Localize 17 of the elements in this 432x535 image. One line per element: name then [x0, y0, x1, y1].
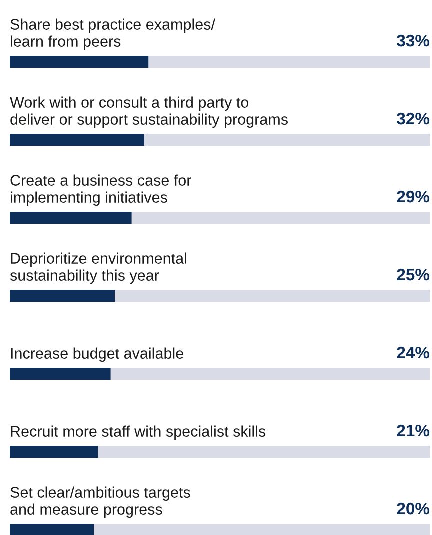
y-tick-label: Deprioritize environmental sustainability this year	[10, 252, 186, 284]
data-label: 25%	[397, 268, 430, 281]
y-tick-label: Increase budget available	[11, 348, 184, 362]
bar	[10, 524, 94, 535]
y-tick-label: Recruit more staff with specialist skills	[11, 426, 266, 440]
y-tick-label: Work with or consult a third party to deliver or support sustainability programs	[10, 96, 288, 128]
y-tick-label: Set clear/ambitious targets and measure progress	[10, 486, 190, 518]
bar	[10, 446, 98, 458]
y-tick-label: Create a business case for implementing initiatives	[10, 174, 192, 206]
data-label: 29%	[397, 190, 430, 203]
data-label: 32%	[397, 112, 430, 125]
data-label: 20%	[397, 502, 430, 515]
data-label: 21%	[397, 424, 430, 437]
bar	[10, 368, 111, 380]
data-label: 24%	[397, 346, 430, 359]
y-tick-label: Share best practice examples/ learn from peers	[10, 18, 216, 50]
data-label: 33%	[397, 34, 430, 47]
